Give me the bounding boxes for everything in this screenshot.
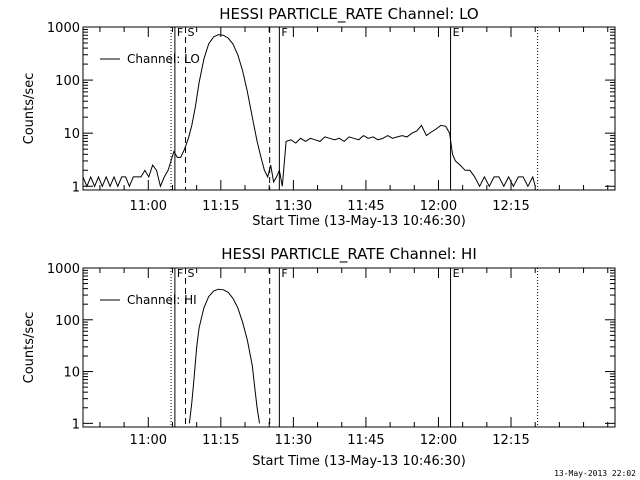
- y-tick-label: 1: [72, 417, 80, 432]
- x-tick-label: 11:30: [275, 433, 312, 448]
- y-axis-label: Counts/sec: [22, 312, 37, 384]
- y-tick-label: 10: [63, 127, 80, 142]
- y-tick-label: 10: [63, 366, 80, 381]
- x-tick-label: 12:15: [492, 199, 529, 214]
- x-tick-label: 12:00: [420, 433, 457, 448]
- x-tick-label: 11:15: [202, 433, 239, 448]
- chart-panel-2: HESSI PARTICLE_RATE Channel: HI Counts/se…: [22, 245, 616, 469]
- legend-label: Channel: LO: [127, 52, 200, 66]
- x-axis-label: Start Time (13-May-13 10:46:30): [252, 454, 466, 469]
- marker-label: S: [188, 26, 195, 39]
- x-tick-label: 12:00: [420, 199, 457, 214]
- marker-label: E: [453, 26, 460, 39]
- plot-frame: [82, 267, 616, 428]
- marker-label: E: [453, 267, 460, 280]
- marker-label: F: [177, 26, 183, 39]
- chart-panel-1: HESSI PARTICLE_RATE Channel: LO Counts/se…: [22, 5, 616, 229]
- x-tick-label: 11:15: [202, 199, 239, 214]
- y-tick-label: 100: [55, 74, 80, 89]
- marker-label: F: [281, 267, 287, 280]
- series-line: [188, 288, 260, 424]
- chart-title: HESSI PARTICLE_RATE Channel: HI: [221, 245, 477, 264]
- x-tick-label: 11:00: [130, 199, 167, 214]
- marker-label: S: [188, 267, 195, 280]
- x-tick-label: 12:15: [492, 433, 529, 448]
- y-tick-label: 100: [55, 314, 80, 329]
- chart-title: HESSI PARTICLE_RATE Channel: LO: [219, 5, 478, 24]
- y-tick-label: 1000: [47, 262, 80, 277]
- marker-label: F: [281, 26, 287, 39]
- x-axis-label: Start Time (13-May-13 10:46:30): [252, 214, 466, 229]
- y-tick-label: 1: [72, 180, 80, 195]
- footer-timestamp: 13-May-2013 22:02: [554, 469, 636, 478]
- legend-label: Channel: HI: [127, 293, 197, 307]
- plot-frame: [82, 26, 616, 191]
- x-tick-label: 11:45: [347, 433, 384, 448]
- x-tick-label: 11:45: [347, 199, 384, 214]
- y-tick-label: 1000: [47, 21, 80, 36]
- series-line: [82, 34, 536, 188]
- x-tick-label: 11:30: [275, 199, 312, 214]
- x-tick-label: 11:00: [130, 433, 167, 448]
- marker-label: F: [177, 267, 183, 280]
- y-axis-label: Counts/sec: [22, 73, 37, 145]
